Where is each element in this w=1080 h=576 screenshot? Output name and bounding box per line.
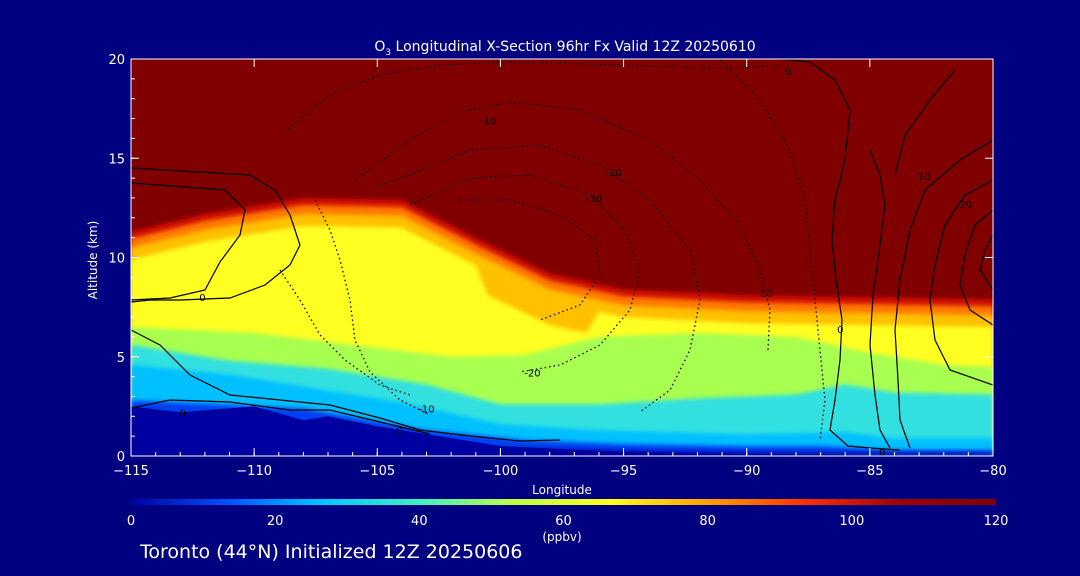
contour-label: -20 [606,168,622,179]
ozone-difference-contours [131,59,993,451]
contour-east-4 [979,234,993,291]
contour-label: 0 [396,426,402,437]
contour-label: 10 [760,289,773,300]
contour-zero-east [779,59,901,451]
contour-labels: 0 0 0 0 0 0 -10 -10 -20 -20 -30 10 20 10 [180,67,973,459]
contour-label: 0 [180,408,186,419]
contour-zero-west [131,167,301,303]
contour-label: 20 [960,200,973,211]
contour-east-top [894,69,956,176]
contour-zero-dotted [719,59,826,441]
ozone-concentration-field [131,59,993,456]
x-tick-label: −115 [113,464,149,479]
contour-east-5 [869,149,891,449]
x-tick-label: −90 [733,464,760,479]
colorbar-unit-label: (ppbv) [542,530,581,544]
contour-label: 0 [837,325,843,336]
x-tick-label: −105 [359,464,395,479]
colorbar-tick-label: 120 [984,514,1009,529]
chart-title-subscript: 3 [385,48,391,58]
contour-label: -10 [418,404,434,415]
forecast-caption: Toronto (44°N) Initialized 12Z 20250606 [140,541,523,563]
contour-neg30 [409,174,641,373]
colorbar-tick-label: 80 [699,514,716,529]
x-tick-label: −80 [979,464,1006,479]
colorbar-tick-label: 40 [411,514,428,529]
y-tick-label: 5 [117,351,125,366]
contour-west-inner [131,182,246,301]
contour-label: 10 [918,172,931,183]
y-tick-label: 20 [108,53,125,68]
x-tick-label: −110 [236,464,272,479]
terrain-mask [131,406,993,456]
x-axis-label: Longitude [532,483,592,497]
y-tick-label: 0 [117,450,125,465]
contour-neg30-inner [460,199,601,321]
contour-label: -20 [524,369,540,380]
x-tick-label: −100 [483,464,519,479]
contour-label: 0 [199,293,205,304]
contour-neg10-low [314,199,431,416]
contour-label: -30 [586,194,602,205]
contour-label: 0 [879,448,885,459]
contour-near-ground [131,399,431,435]
chart-title: O3 Longitudinal X-Section 96hr Fx Valid … [374,39,755,58]
x-tick-label: −95 [610,464,637,479]
y-axis: 0 5 10 15 20 [108,53,993,465]
y-tick-label: 15 [108,152,125,167]
contour-east-3 [959,209,993,326]
x-tick-label: −85 [856,464,883,479]
contour-east-1 [894,139,993,449]
colorbar-axis: 0 20 40 60 80 100 120 [127,514,1009,529]
colorbar [131,499,996,505]
y-tick-label: 10 [108,252,125,267]
colorbar-tick-label: 60 [555,514,572,529]
contour-low-west [131,329,561,442]
colorbar-tick-label: 100 [839,514,864,529]
x-axis: −115 −110 −105 −100 −95 −90 −85 −80 [113,59,1007,479]
contour-label: 0 [785,67,791,78]
colorbar-tick-label: 20 [267,514,284,529]
contour-label: -10 [480,117,496,128]
y-axis-label: Altitude (km) [86,221,100,300]
colorbar-tick-label: 0 [127,514,135,529]
contour-east-2 [929,179,993,386]
